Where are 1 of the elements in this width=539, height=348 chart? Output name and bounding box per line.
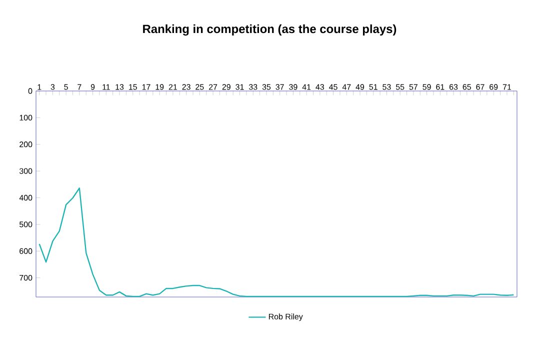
chart-title: Ranking in competition (as the course plays) bbox=[143, 24, 396, 36]
